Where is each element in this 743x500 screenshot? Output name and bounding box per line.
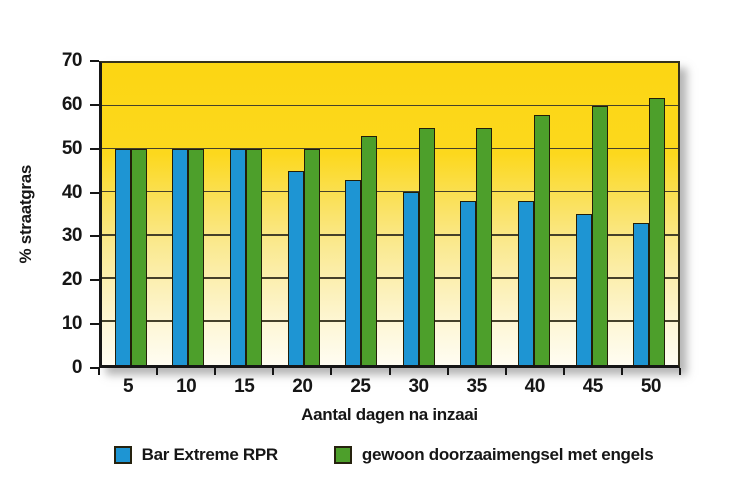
y-tick-50	[90, 147, 99, 150]
y-tick-label-40: 40	[61, 181, 83, 203]
x-tick-5	[388, 368, 391, 375]
bar-40-bar	[517, 201, 534, 365]
y-tick-label-20: 20	[61, 269, 83, 291]
x-tick-6	[446, 368, 449, 375]
x-tick-label-30: 30	[408, 376, 429, 397]
bar-25-bar	[345, 179, 362, 365]
bar-group-35	[448, 63, 506, 365]
bar-group-40	[505, 63, 563, 365]
x-tick-label-5: 5	[123, 376, 134, 397]
bar-group-5	[102, 63, 160, 365]
bar-group-50	[620, 63, 678, 365]
y-tick-10	[90, 323, 99, 326]
bar-30-gewoon	[418, 127, 435, 365]
bar-20-gewoon	[303, 149, 320, 365]
bar-15-bar	[229, 149, 246, 365]
bar-50-bar	[633, 222, 650, 365]
bars-layer	[102, 63, 678, 365]
y-tick-label-0: 0	[71, 357, 83, 378]
y-tick-40	[90, 191, 99, 194]
x-tick-10	[679, 368, 681, 375]
y-tick-label-60: 60	[61, 93, 83, 115]
bar-group-30	[390, 63, 448, 365]
x-tick-label-50: 50	[640, 376, 662, 397]
bar-10-bar	[172, 149, 189, 365]
gridline-50	[102, 147, 678, 150]
bar-35-gewoon	[476, 127, 493, 365]
y-tick-30	[90, 235, 99, 238]
bar-5-bar	[114, 149, 131, 365]
bar-10-gewoon	[188, 149, 205, 365]
bar-50-gewoon	[649, 97, 666, 365]
x-axis-labels: 5 10 15 20 25 30 35 40 45 50	[99, 376, 680, 398]
x-tick-2	[214, 368, 217, 375]
legend-swatch-blue	[113, 446, 132, 464]
x-tick-label-10: 10	[176, 376, 197, 397]
bar-group-25	[332, 63, 390, 365]
x-axis-title: Aantal dagen na inzaai	[301, 405, 478, 424]
bar-group-15	[217, 63, 275, 365]
x-tick-label-45: 45	[582, 376, 604, 397]
bar-40-gewoon	[533, 114, 550, 365]
x-axis-ticks	[98, 368, 681, 376]
x-tick-3	[272, 368, 275, 375]
gridline-30	[102, 234, 678, 236]
bar-20-bar	[287, 170, 304, 365]
bar-group-45	[563, 63, 621, 365]
bar-35-bar	[460, 201, 477, 365]
legend-swatch-green	[333, 446, 352, 464]
x-tick-label-15: 15	[234, 376, 255, 397]
bar-25-gewoon	[361, 136, 378, 365]
bar-5-gewoon	[130, 149, 147, 365]
x-tick-9	[620, 368, 623, 375]
y-tick-label-50: 50	[61, 137, 83, 159]
bar-45-gewoon	[591, 106, 608, 365]
y-tick-0	[90, 367, 99, 369]
y-tick-60	[90, 103, 99, 106]
legend-item: Bar Extreme RPR	[113, 445, 279, 465]
bar-group-10	[160, 63, 218, 365]
x-tick-label-35: 35	[466, 376, 488, 397]
x-tick-label-25: 25	[350, 376, 371, 397]
legend: Bar Extreme RPR gewoon doorzaaimengsel m…	[0, 445, 743, 465]
legend-item: gewoon doorzaaimengsel met engels	[333, 445, 654, 465]
bar-45-bar	[575, 214, 592, 365]
x-tick-0	[98, 368, 100, 375]
plot-area	[99, 61, 680, 368]
x-tick-label-40: 40	[524, 376, 546, 397]
legend-label: Bar Extreme RPR	[141, 445, 279, 464]
bar-15-gewoon	[245, 149, 262, 365]
x-tick-label-20: 20	[292, 376, 313, 397]
gridline-60	[102, 104, 678, 107]
x-tick-4	[330, 368, 333, 375]
bar-group-20	[275, 63, 333, 365]
gridline-40	[102, 190, 678, 193]
gridline-10	[102, 320, 678, 322]
y-tick-label-10: 10	[61, 313, 83, 335]
y-tick-70	[90, 60, 99, 62]
y-tick-label-70: 70	[61, 50, 83, 71]
legend-label: gewoon doorzaaimengsel met engels	[361, 445, 654, 464]
x-tick-8	[562, 368, 565, 375]
x-tick-1	[156, 368, 159, 375]
y-tick-label-30: 30	[61, 225, 83, 247]
x-tick-7	[504, 368, 507, 375]
gridline-20	[102, 277, 678, 279]
bar-30-bar	[402, 192, 419, 365]
y-tick-20	[90, 279, 99, 282]
y-axis-ticks: 0 10 20 30 40 50 60 70	[0, 50, 99, 378]
